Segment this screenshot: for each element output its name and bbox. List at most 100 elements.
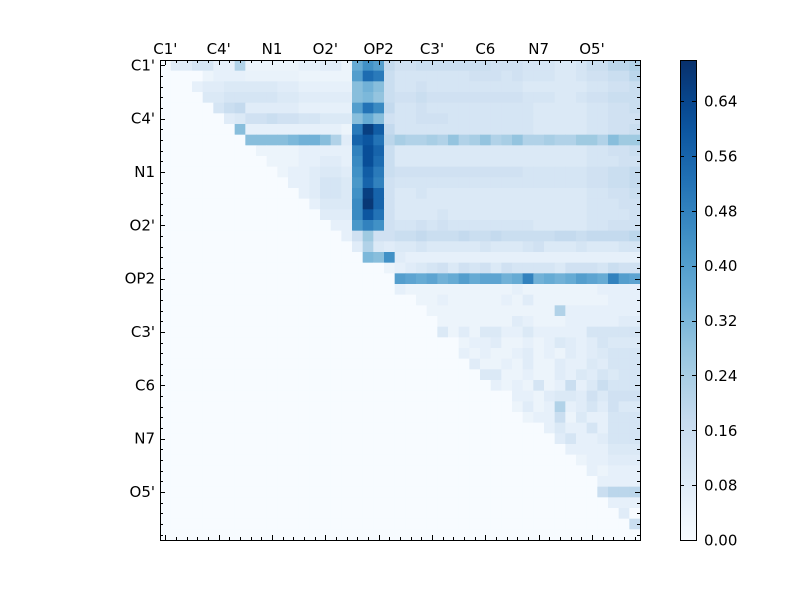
- heatmap-cell: [256, 230, 268, 242]
- heatmap-cell: [352, 262, 364, 274]
- heatmap-cell: [362, 124, 374, 136]
- heatmap-cell: [480, 166, 492, 178]
- heatmap-cell: [458, 529, 470, 541]
- heatmap-cell: [426, 433, 438, 445]
- heatmap-cell: [192, 156, 204, 168]
- heatmap-cell: [608, 230, 620, 242]
- heatmap-cell: [266, 134, 278, 146]
- heatmap-cell: [544, 465, 556, 477]
- heatmap-cell: [309, 444, 321, 456]
- heatmap-cell: [576, 316, 588, 328]
- heatmap-cell: [245, 198, 257, 210]
- heatmap-cell: [405, 444, 417, 456]
- heatmap-cell: [618, 284, 630, 296]
- heatmap-cell: [373, 70, 385, 82]
- heatmap-cell: [565, 305, 577, 317]
- heatmap-cell: [288, 252, 300, 264]
- heatmap-cell: [522, 252, 534, 264]
- heatmap-cell: [213, 454, 225, 466]
- heatmap-cell: [437, 284, 449, 296]
- heatmap-cell: [629, 348, 641, 360]
- heatmap-cell: [437, 230, 449, 242]
- heatmap-cell: [586, 102, 598, 114]
- heatmap-cell: [512, 316, 524, 328]
- heatmap-cell: [160, 422, 172, 434]
- heatmap-cell: [405, 145, 417, 157]
- heatmap-cell: [522, 358, 534, 370]
- heatmap-cell: [224, 337, 236, 349]
- heatmap-cell: [245, 209, 257, 221]
- heatmap-cell: [576, 60, 588, 72]
- heatmap-cell: [608, 134, 620, 146]
- heatmap-cell: [480, 273, 492, 285]
- heatmap-cell: [544, 412, 556, 424]
- heatmap-cell: [576, 476, 588, 488]
- heatmap-cell: [160, 305, 172, 317]
- heatmap-cell: [437, 273, 449, 285]
- heatmap-cell: [256, 433, 268, 445]
- heatmap-cell: [426, 209, 438, 221]
- heatmap-cell: [565, 476, 577, 488]
- heatmap-cell: [373, 444, 385, 456]
- heatmap-cell: [554, 81, 566, 93]
- heatmap-cell: [373, 508, 385, 520]
- heatmap-cell: [522, 486, 534, 498]
- heatmap-cell: [416, 390, 428, 402]
- heatmap-cell: [245, 188, 257, 200]
- heatmap-cell: [522, 113, 534, 125]
- heatmap-cell: [565, 497, 577, 509]
- heatmap-cell: [405, 92, 417, 104]
- heatmap-cell: [160, 188, 172, 200]
- heatmap-cell: [192, 497, 204, 509]
- heatmap-cell: [629, 284, 641, 296]
- heatmap-cell: [618, 444, 630, 456]
- heatmap-cell: [544, 444, 556, 456]
- heatmap-cell: [512, 262, 524, 274]
- heatmap-cell: [416, 134, 428, 146]
- heatmap-cell: [522, 241, 534, 253]
- heatmap-cell: [576, 486, 588, 498]
- heatmap-cell: [170, 358, 182, 370]
- heatmap-cell: [266, 209, 278, 221]
- heatmap-cell: [586, 444, 598, 456]
- heatmap-cell: [480, 337, 492, 349]
- heatmap-cell: [608, 422, 620, 434]
- heatmap-cell: [490, 209, 502, 221]
- heatmap-cell: [298, 156, 310, 168]
- heatmap-cell: [426, 81, 438, 93]
- heatmap-cell: [320, 70, 332, 82]
- heatmap-cell: [224, 358, 236, 370]
- heatmap-cell: [586, 252, 598, 264]
- heatmap-cell: [405, 166, 417, 178]
- heatmap-cell: [202, 326, 214, 338]
- heatmap-cell: [320, 508, 332, 520]
- heatmap-cell: [277, 188, 289, 200]
- heatmap-cell: [608, 508, 620, 520]
- heatmap-cell: [224, 70, 236, 82]
- heatmap-cell: [618, 337, 630, 349]
- heatmap-cell: [266, 508, 278, 520]
- heatmap-cell: [469, 412, 481, 424]
- heatmap-cell: [288, 81, 300, 93]
- heatmap-cell: [544, 433, 556, 445]
- heatmap-cell: [160, 444, 172, 456]
- heatmap-cell: [576, 177, 588, 189]
- heatmap-cell: [362, 326, 374, 338]
- heatmap-cell: [437, 113, 449, 125]
- heatmap-cell: [309, 305, 321, 317]
- heatmap-cell: [480, 70, 492, 82]
- heatmap-cell: [533, 92, 545, 104]
- heatmap-cell: [426, 102, 438, 114]
- heatmap-cell: [362, 145, 374, 157]
- heatmap-cell: [330, 134, 342, 146]
- heatmap-cell: [266, 486, 278, 498]
- heatmap-cell: [170, 284, 182, 296]
- heatmap-cell: [405, 305, 417, 317]
- heatmap-cell: [224, 348, 236, 360]
- heatmap-cell: [330, 358, 342, 370]
- heatmap-cell: [480, 497, 492, 509]
- x-tick-label: OP2: [363, 40, 393, 58]
- heatmap-cell: [298, 188, 310, 200]
- heatmap-cell: [554, 518, 566, 530]
- heatmap-cell: [192, 284, 204, 296]
